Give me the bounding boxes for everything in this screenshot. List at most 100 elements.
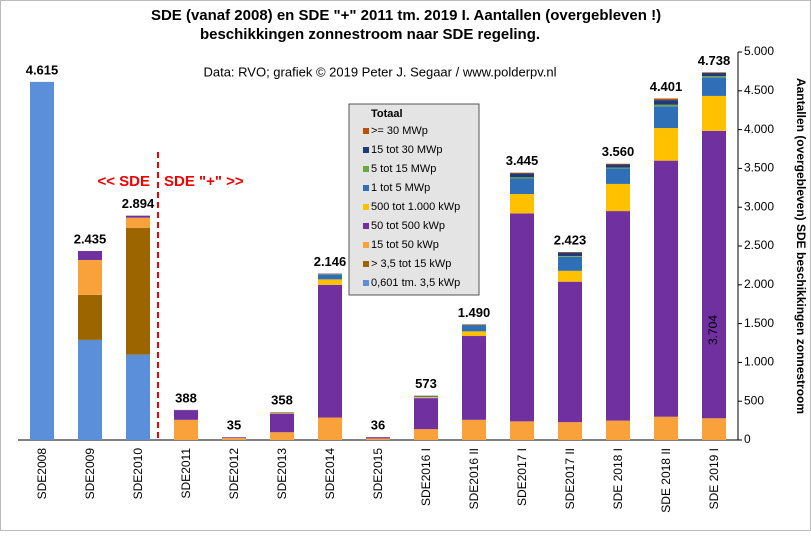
x-tick-label: SDE2016 I [419, 448, 433, 506]
legend-label: 5 tot 15 MWp [371, 163, 436, 175]
bar-segment [222, 438, 246, 440]
x-tick-label: SDE2017 II [563, 448, 577, 509]
y-tick-label: 4.000 [744, 122, 774, 136]
bar-segment [702, 76, 726, 77]
legend-label: 15 tot 30 MWp [371, 144, 443, 156]
bar-segment [702, 73, 726, 76]
y-tick-label: 4.500 [744, 83, 774, 97]
bar-segment [510, 213, 534, 421]
bar-segment [654, 106, 678, 128]
bar-segment [462, 420, 486, 440]
bar-segment [126, 218, 150, 228]
total-label: 1.490 [458, 305, 491, 320]
x-tick-label: SDE2008 [35, 448, 49, 500]
legend-swatch [363, 204, 369, 210]
legend-label: 0,601 tm. 3,5 kWp [371, 277, 460, 289]
bar-segment [606, 211, 630, 421]
legend-swatch [363, 185, 369, 191]
subtitle: Data: RVO; grafiek © 2019 Peter J. Segaa… [203, 64, 556, 79]
x-tick-label: SDE2011 [179, 448, 193, 499]
legend-swatch [363, 242, 369, 248]
bar-segment [462, 336, 486, 420]
total-label: 35 [227, 418, 241, 433]
y-tick-label: 2.500 [744, 238, 774, 252]
y-tick-label: 2.000 [744, 277, 774, 291]
y-tick-label: 0 [744, 432, 751, 446]
bar-segment [654, 98, 678, 100]
bar-segment [414, 397, 438, 398]
bar-segment [558, 257, 582, 271]
x-tick-label: SDE 2019 I [707, 448, 721, 509]
bar-segment [366, 437, 390, 438]
y-tick-label: 1.500 [744, 316, 774, 330]
total-label: 2.423 [554, 232, 587, 247]
bar-segment [270, 432, 294, 440]
bar-segment [654, 161, 678, 417]
bar-segment [558, 271, 582, 282]
bar-segment [126, 228, 150, 355]
legend-label: 15 tot 50 kWp [371, 239, 439, 251]
bar-segment [318, 274, 342, 275]
x-tick-label: SDE2012 [227, 448, 241, 500]
y-tick-label: 3.500 [744, 161, 774, 175]
legend-label: 500 tot 1.000 kWp [371, 201, 460, 213]
bar-segment [414, 396, 438, 397]
legend-swatch [363, 147, 369, 153]
total-label: 3.560 [602, 144, 635, 159]
bar-segment [702, 96, 726, 131]
bar-segment [558, 253, 582, 256]
legend-title: Totaal [371, 108, 403, 120]
bar-segment [558, 252, 582, 253]
bar-segment [414, 398, 438, 429]
bar-segment [318, 275, 342, 280]
x-tick-label: SDE2014 [323, 448, 337, 500]
legend-swatch [363, 261, 369, 267]
bar-segment [126, 355, 150, 440]
bar-segment [78, 295, 102, 340]
total-label: 3.445 [506, 153, 539, 168]
bar-segment [606, 164, 630, 165]
legend-label: > 3,5 tot 15 kWp [371, 258, 451, 270]
total-label: 358 [271, 393, 293, 408]
bar-segment [510, 177, 534, 178]
total-label: 4.401 [650, 79, 683, 94]
legend-swatch [363, 223, 369, 229]
bar-segment [318, 417, 342, 440]
bar-segment [510, 421, 534, 440]
x-tick-label: SDE 2018 I [611, 448, 625, 509]
bar-segment [654, 105, 678, 107]
chart-title: SDE (vanaf 2008) en SDE "+" 2011 tm. 201… [151, 7, 661, 24]
bar-segment [558, 256, 582, 257]
bar-segment [366, 438, 390, 440]
total-label: 36 [371, 418, 385, 433]
x-tick-label: SDE 2018 II [659, 448, 673, 513]
y-tick-label: 500 [744, 393, 764, 407]
bar-segment [558, 422, 582, 440]
bar-segment [702, 131, 726, 418]
bar-segment [462, 325, 486, 326]
x-tick-label: SDE2017 I [515, 448, 529, 506]
legend-swatch [363, 166, 369, 172]
total-label: 2.435 [74, 231, 107, 246]
bar-segment [606, 168, 630, 184]
bar-segment [126, 216, 150, 218]
x-tick-label: SDE2009 [83, 448, 97, 500]
total-label: 388 [175, 390, 197, 405]
bar-segment [174, 420, 198, 440]
y-axis-label: Aantallen (overgebleven) SDE beschikking… [794, 78, 808, 414]
bar-segment [270, 414, 294, 433]
legend-label: 1 tot 5 MWp [371, 182, 430, 194]
bar-segment [606, 168, 630, 169]
bar-segment [318, 279, 342, 284]
bar-segment [510, 173, 534, 177]
bar-segment [78, 251, 102, 260]
legend-swatch [363, 128, 369, 134]
y-tick-label: 3.000 [744, 199, 774, 213]
bar-segment [318, 285, 342, 418]
y-tick-label: 1.000 [744, 355, 774, 369]
bar-segment [606, 165, 630, 168]
legend-label: 50 tot 500 kWp [371, 220, 445, 232]
x-tick-label: SDE2015 [371, 448, 385, 500]
bar-segment [30, 82, 54, 440]
